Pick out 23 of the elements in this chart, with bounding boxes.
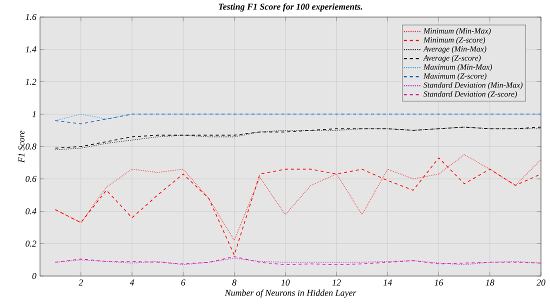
y-tick-label: 0.4 <box>26 208 36 214</box>
y-tick-label: 1 <box>32 111 36 118</box>
x-axis-title: Number of Neurons in Hidden Layer <box>224 289 356 298</box>
line-series <box>54 157 541 256</box>
x-tick-label: 8 <box>232 280 236 286</box>
y-tick-label: 1.6 <box>26 14 36 20</box>
x-tick-label: 14 <box>383 280 392 286</box>
x-tick-label: 16 <box>434 280 444 286</box>
x-tick-label: 6 <box>181 280 186 286</box>
x-tick-label: 10 <box>281 280 290 286</box>
y-tick-label: 1.4 <box>26 46 36 52</box>
y-axis-title: F1 Score <box>18 130 24 163</box>
x-tick-label: 4 <box>130 280 134 286</box>
x-tick-label: 2 <box>78 280 83 286</box>
x-tick-label: 20 <box>536 280 546 286</box>
y-tick-label: 0.2 <box>26 240 36 247</box>
y-tick-label: 0 <box>32 272 36 280</box>
y-tick-label: 0.6 <box>26 176 36 182</box>
x-tick-label: 18 <box>486 280 494 286</box>
chart-title: Testing F1 Score for 100 experiements. <box>218 3 362 12</box>
y-tick-label: 0.8 <box>26 143 36 150</box>
y-tick-label: 1.2 <box>26 78 36 85</box>
x-tick-label: 12 <box>332 280 341 286</box>
